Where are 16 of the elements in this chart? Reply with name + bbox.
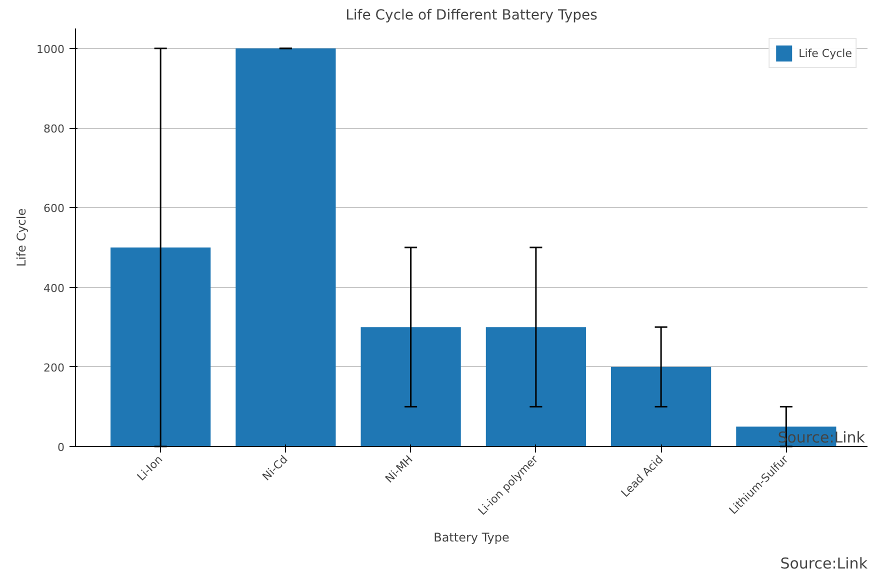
- legend-label: Life Cycle: [798, 46, 852, 60]
- y-tick-label: 0: [58, 441, 64, 454]
- bar: [360, 327, 461, 446]
- y-tick-label: 600: [44, 202, 65, 216]
- y-tick-label: 200: [44, 361, 65, 374]
- bar: [110, 247, 211, 446]
- bar: [236, 48, 336, 446]
- y-tick-label: 800: [44, 122, 65, 136]
- source-note: Source:Link: [780, 554, 868, 572]
- y-axis-title: Life Cycle: [14, 208, 29, 267]
- y-tick-label: 1000: [36, 42, 65, 56]
- bar: [486, 327, 586, 446]
- chart-title: Life Cycle of Different Battery Types: [346, 8, 598, 24]
- x-axis-title: Battery Type: [434, 530, 510, 544]
- y-tick-label: 400: [44, 282, 65, 295]
- bar: [611, 366, 712, 446]
